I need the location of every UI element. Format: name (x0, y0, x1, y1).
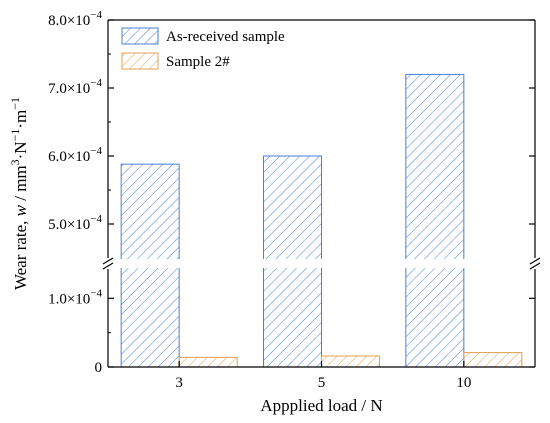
y-tick-label: 7.0×10−4 (48, 77, 102, 97)
axis-break-mark (529, 257, 541, 265)
bar-sample-2-5 (321, 355, 380, 368)
bar-sample-2-3 (178, 356, 238, 368)
legend: As-received sample Sample 2# (121, 27, 285, 70)
bar-as-received-10 (405, 73, 465, 368)
axis-break-gap (110, 259, 533, 268)
legend-swatch-0 (121, 27, 159, 45)
axis-break-mark (102, 262, 114, 270)
y-tick-label: 5.0×10−4 (48, 213, 102, 233)
bar-sample-2-10 (463, 352, 523, 368)
x-tick-label-10: 10 (456, 375, 471, 391)
x-tick-label-3: 3 (175, 375, 183, 391)
y-axis-title: Wear rate, w / mm3·N−1·m−1 (8, 97, 30, 290)
legend-label-0: As-received sample (166, 29, 285, 45)
x-axis-title: Appplied load / N (260, 396, 382, 415)
axis-break-mark (529, 262, 541, 270)
bars-layer (120, 73, 523, 368)
y-tick-label: 8.0×10−4 (48, 9, 102, 29)
axes-layer: 0 1.0×10−4 5.0×10−4 6.0×10−4 7.0×10−4 8.0×10−… (48, 9, 541, 391)
legend-swatch-1 (121, 52, 159, 70)
x-tick-label-5: 5 (318, 375, 326, 391)
y-tick-label: 6.0×10−4 (48, 145, 102, 165)
y-tick-label: 0 (95, 360, 103, 376)
axis-break-mark (102, 257, 114, 265)
y-tick-label: 1.0×10−4 (48, 287, 102, 307)
legend-label-1: Sample 2# (166, 54, 230, 70)
